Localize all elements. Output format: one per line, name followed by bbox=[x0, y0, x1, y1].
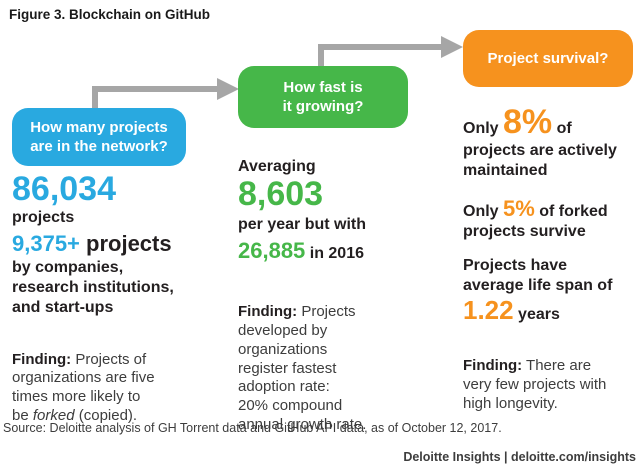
finding-network-text: Projects of organizations are five times… bbox=[12, 350, 155, 424]
column-growth: Averaging 8,603 per year but with 26,885… bbox=[238, 157, 418, 435]
question-box-network: How many projects are in the network? bbox=[12, 108, 186, 166]
stat-forked-post: of forked bbox=[534, 202, 608, 220]
stat-maintained: Only 8% of bbox=[463, 103, 637, 141]
stat-2016-projects-suffix: in 2016 bbox=[305, 244, 364, 262]
stat-lifespan-value: 1.22 bbox=[463, 294, 514, 325]
flow-arrow-2-head-icon bbox=[441, 36, 463, 58]
stat-lifespan: 1.22 years bbox=[463, 294, 637, 325]
stat-yearly-average-label: per year but with bbox=[238, 215, 367, 233]
stat-org-projects-sub: by companies, research institutions, and… bbox=[12, 258, 174, 316]
stat-maintained-post: of bbox=[552, 120, 572, 137]
flow-arrow-1-head-icon bbox=[217, 78, 239, 100]
question-box-survival: Project survival? bbox=[463, 30, 633, 87]
stat-forked-value: 5% bbox=[503, 195, 535, 221]
column-network: 86,034 projects 9,375+ projects by compa… bbox=[12, 170, 212, 426]
finding-survival-label: Finding: bbox=[463, 357, 523, 375]
finding-survival-text: There are very few projects with high lo… bbox=[463, 357, 607, 412]
column-survival: Only 8% of projects are actively maintai… bbox=[463, 103, 637, 414]
finding-network-italic: forked bbox=[32, 406, 75, 424]
finding-growth-text: Projects developed by organizations regi… bbox=[238, 303, 367, 433]
stat-2016-projects: 26,885 in 2016 bbox=[238, 237, 418, 264]
finding-network-text-end: (copied). bbox=[74, 406, 138, 424]
stat-lifespan-suffix: years bbox=[513, 305, 560, 323]
stat-org-projects: 9,375+ projects bbox=[12, 230, 212, 256]
stat-forked-rest: projects survive bbox=[463, 222, 586, 240]
finding-network: Finding: Projects of organizations are f… bbox=[12, 332, 180, 426]
stat-growth-lead: Averaging bbox=[238, 158, 316, 175]
stat-forked-survival: Only 5% of forked bbox=[463, 195, 637, 222]
stat-total-projects-value: 86,034 bbox=[12, 170, 116, 208]
stat-forked-pre: Only bbox=[463, 202, 504, 220]
stat-maintained-value: 8% bbox=[503, 103, 553, 141]
finding-network-label: Finding: bbox=[12, 350, 72, 368]
stat-2016-projects-value: 26,885 bbox=[238, 237, 306, 263]
stat-maintained-pre: Only bbox=[463, 120, 504, 137]
finding-growth-label: Finding: bbox=[238, 303, 298, 321]
stat-maintained-rest: projects are actively maintained bbox=[463, 141, 617, 179]
flow-arrow-1-stub bbox=[92, 86, 98, 110]
finding-survival: Finding: There are very few projects wit… bbox=[463, 339, 631, 414]
flow-arrow-2-stub bbox=[318, 44, 324, 69]
stat-yearly-average-value: 8,603 bbox=[238, 175, 324, 213]
stat-total-projects-label: projects bbox=[12, 208, 75, 226]
stat-org-projects-label: projects bbox=[79, 230, 172, 256]
footer-brand: Deloitte Insights | deloitte.com/insight… bbox=[403, 450, 636, 464]
flow-arrow-1-line bbox=[92, 86, 218, 92]
finding-growth: Finding: Projects developed by organizat… bbox=[238, 285, 388, 435]
figure-title: Figure 3. Blockchain on GitHub bbox=[9, 7, 211, 22]
stat-org-projects-value: 9,375+ bbox=[12, 230, 80, 256]
source-note: Source: Deloitte analysis of GH Torrent … bbox=[3, 421, 502, 435]
stat-lifespan-label: Projects have average life span of bbox=[463, 256, 613, 294]
question-box-growth: How fast is it growing? bbox=[238, 66, 408, 128]
flow-arrow-2-line bbox=[318, 44, 442, 50]
